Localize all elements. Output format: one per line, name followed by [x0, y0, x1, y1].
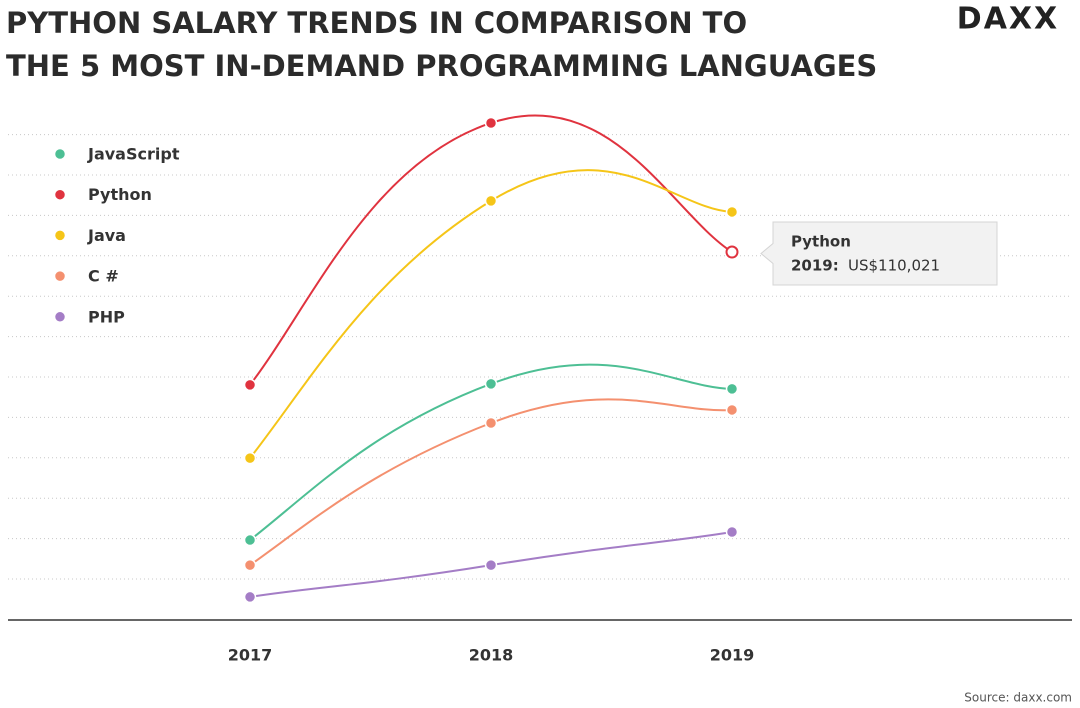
point — [484, 377, 498, 391]
point — [243, 558, 257, 572]
point — [484, 416, 498, 430]
point — [484, 194, 498, 208]
point — [725, 525, 739, 539]
legend-label: Python — [88, 185, 152, 204]
chart-title: THE 5 MOST IN-DEMAND PROGRAMMING LANGUAG… — [6, 49, 877, 83]
tooltip-value: US$110,021 — [848, 257, 940, 275]
point — [725, 382, 739, 396]
legend-marker — [53, 188, 67, 201]
tooltip-box — [760, 221, 998, 286]
logo: DAXX — [957, 2, 1059, 37]
tooltip-title: Python — [791, 233, 851, 251]
legend-marker — [53, 269, 67, 283]
legend-marker — [53, 229, 67, 242]
point — [243, 533, 257, 547]
grid — [8, 134, 1072, 580]
point — [725, 205, 739, 219]
legend-marker — [53, 310, 67, 324]
point — [484, 558, 498, 572]
point — [243, 378, 257, 392]
tooltip-marker — [725, 245, 739, 259]
source: Source: daxx.com — [964, 691, 1072, 705]
line — [249, 169, 733, 459]
legend-label: C # — [88, 267, 119, 286]
tooltip-category: 2019: — [791, 257, 839, 275]
chart-title: PYTHON SALARY TRENDS IN COMPARISON TO — [6, 6, 747, 40]
point — [243, 590, 257, 604]
legend-label: Java — [87, 226, 126, 245]
point — [484, 116, 498, 130]
line — [249, 114, 733, 386]
legend-label: JavaScript — [87, 145, 180, 164]
point — [243, 451, 257, 465]
x-tick-label: 2017 — [228, 646, 273, 665]
legend-label: PHP — [88, 307, 125, 326]
legend-marker — [53, 147, 67, 161]
x-tick-label: 2019 — [710, 646, 755, 665]
x-tick-label: 2018 — [469, 646, 514, 665]
point — [725, 403, 739, 417]
